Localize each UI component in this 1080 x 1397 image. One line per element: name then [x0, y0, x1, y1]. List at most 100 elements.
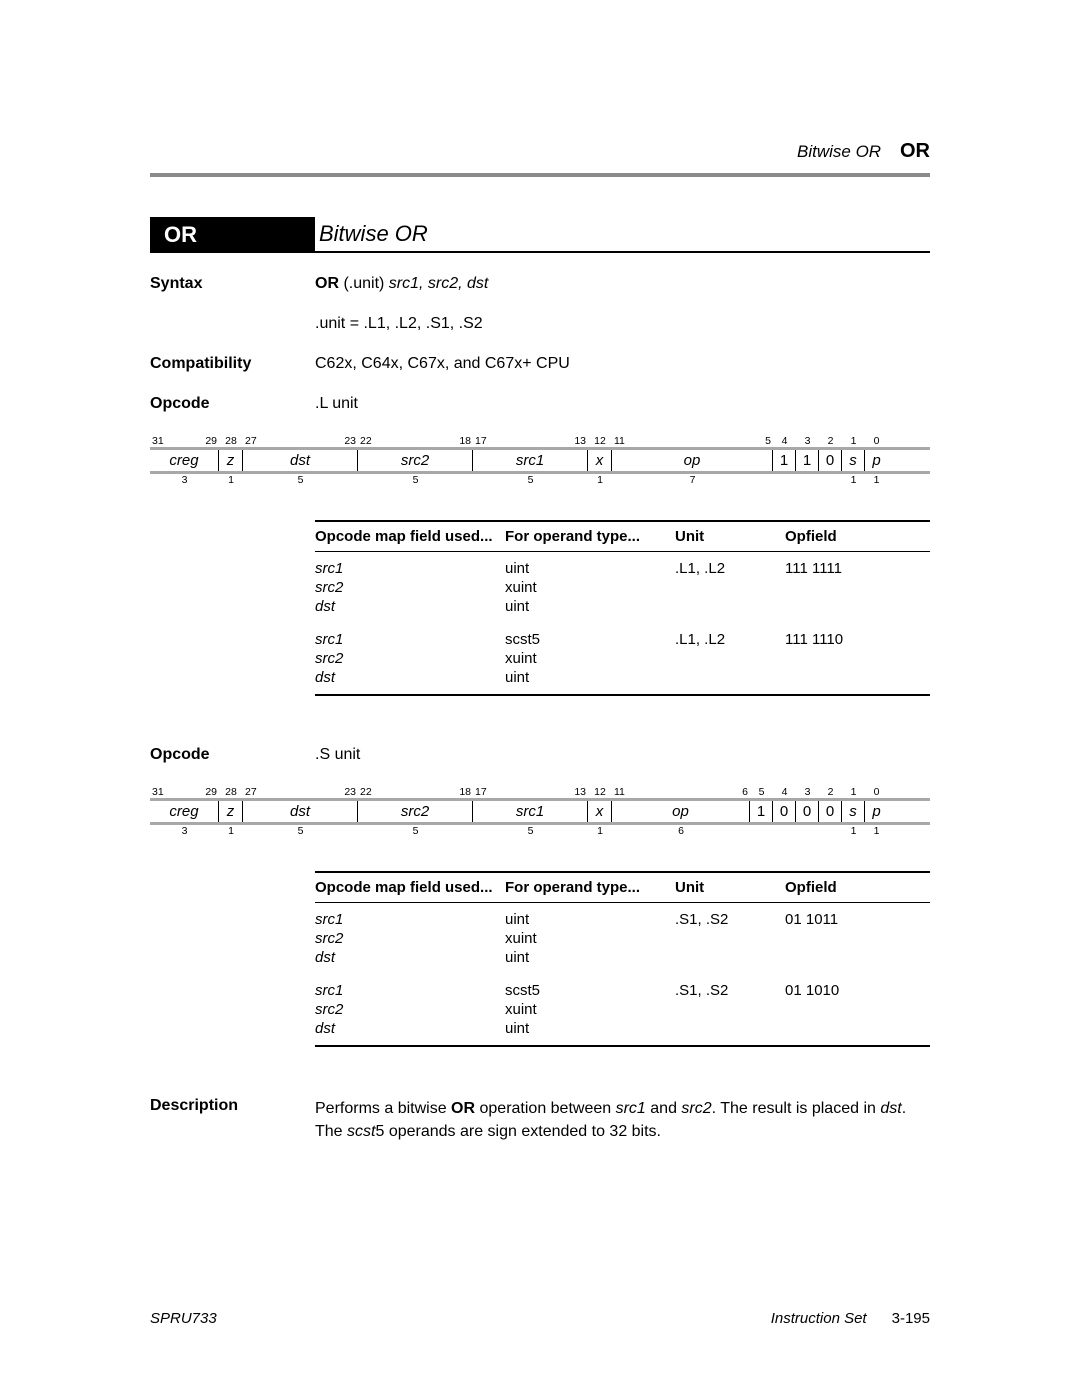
opmap-field: dst [315, 1020, 505, 1037]
bitfield-cell: dst [243, 450, 358, 471]
bit-number: 3 [796, 786, 819, 798]
opmap-group: src1src2dstscst5xuintuint.L1, .L2111 111… [315, 623, 930, 696]
opmap-type: uint [505, 911, 675, 928]
bitfield-width [819, 825, 842, 837]
syntax-rest: (.unit) [339, 275, 389, 292]
opmap-field: dst [315, 598, 505, 615]
bitfield-width: 5 [358, 474, 473, 486]
page: Bitwise OR OR OR Bitwise OR Syntax OR (.… [0, 0, 1080, 1397]
opmap-col-unit: .L1, .L2 [675, 560, 785, 615]
bit-number: 0 [865, 435, 888, 447]
opmap-type: xuint [505, 930, 675, 947]
bit-number: 4 [773, 435, 796, 447]
opmap-header-cell: For operand type... [505, 528, 675, 545]
bitfield-width [773, 825, 796, 837]
opmap-col-fields: src1 src2 dst [315, 631, 505, 686]
bit-number: 1713 [473, 786, 588, 798]
opmap-field: src1 [315, 982, 505, 999]
opcode-l-row: Opcode .L unit [150, 395, 930, 413]
syntax-args: src1, src2, dst [389, 275, 489, 292]
bitfield-cell: 1 [796, 450, 819, 471]
opmap-group: src1src2dstscst5xuintuint.S1, .S201 1010 [315, 974, 930, 1047]
description-label: Description [150, 1097, 315, 1143]
bit-number: 4 [773, 786, 796, 798]
bitfield-width [819, 474, 842, 486]
bitfield-cell: p [865, 450, 888, 471]
bit-number: 28 [219, 786, 243, 798]
opmap-col-fields: src1src2dst [315, 911, 505, 966]
opmap-header-cell: For operand type... [505, 879, 675, 896]
opmap-field: src1 [315, 631, 505, 648]
title-row: OR Bitwise OR [150, 217, 930, 253]
bit-number: 3129 [150, 435, 219, 447]
opmap-col-unit: .S1, .S2 [675, 911, 785, 966]
syntax-label: Syntax [150, 275, 315, 293]
opmap-col-types: scst5xuintuint [505, 982, 675, 1037]
opmap-field: src2 [315, 1001, 505, 1018]
opmap-col-unit: .L1, .L2 [675, 631, 785, 686]
opmap-header: Opcode map field used...For operand type… [315, 520, 930, 552]
bit-number: 2218 [358, 786, 473, 798]
bitfield-cell: z [219, 450, 243, 471]
bitfield-width: 5 [243, 825, 358, 837]
compatibility-value: C62x, C64x, C67x, and C67x+ CPU [315, 355, 930, 373]
opmap-col-types: uintxuintuint [505, 911, 675, 966]
bitfield-cell: src2 [358, 801, 473, 822]
footer-right: Instruction Set 3-195 [771, 1310, 930, 1327]
compatibility-label: Compatibility [150, 355, 315, 373]
bitfield-cell: creg [150, 450, 219, 471]
desc-t4: . The result is placed in [712, 1100, 881, 1117]
bitfield-width: 1 [588, 825, 612, 837]
opmap-type: uint [505, 1020, 675, 1037]
bitfield-width: 1 [588, 474, 612, 486]
bitfield-width: 1 [865, 825, 888, 837]
opmap-field: src2 [315, 650, 505, 667]
opmap-header-cell: Opcode map field used... [315, 528, 505, 545]
opmap-col-fields: src1 src2 dst [315, 982, 505, 1037]
opmap-type: uint [505, 598, 675, 615]
opmap-field: src1 [315, 911, 505, 928]
desc-t1: Performs a bitwise [315, 1100, 451, 1117]
opcode-s-unit: .S unit [315, 746, 930, 764]
opmap-header-cell: Unit [675, 879, 785, 896]
compatibility-row: Compatibility C62x, C64x, C67x, and C67x… [150, 355, 930, 373]
bitfield-width: 1 [219, 474, 243, 486]
opmap-type: uint [505, 560, 675, 577]
bitfield-width: 1 [865, 474, 888, 486]
desc-t6: 5 operands are sign extended to 32 bits. [375, 1123, 661, 1140]
running-header: Bitwise OR OR [150, 140, 930, 163]
opmap-type: scst5 [505, 982, 675, 999]
syntax-units: .unit = .L1, .L2, .S1, .S2 [315, 315, 930, 333]
bit-number: 5 [750, 786, 773, 798]
bitfield-cell: z [219, 801, 243, 822]
bitfield-cell: op [612, 450, 773, 471]
bit-number: 2723 [243, 435, 358, 447]
opmap-col-types: scst5xuintuint [505, 631, 675, 686]
bitfield-width: 7 [612, 474, 773, 486]
opmap-field: dst [315, 669, 505, 686]
bit-number: 0 [865, 786, 888, 798]
bitfield-fields: cregzdstsrc2src1xop1000sp [150, 798, 930, 825]
opcode-map-table-l: Opcode map field used...For operand type… [315, 520, 930, 696]
opmap-header: Opcode map field used...For operand type… [315, 871, 930, 903]
syntax-value: OR (.unit) src1, src2, dst [315, 275, 930, 293]
bit-number: 28 [219, 435, 243, 447]
bitfield-cell: 0 [773, 801, 796, 822]
bitfield-width: 5 [473, 825, 588, 837]
opmap-header-cell: Unit [675, 528, 785, 545]
opmap-col-opfield: 111 1111 [785, 560, 930, 615]
bitfield-cell: p [865, 801, 888, 822]
instruction-title: Bitwise OR [315, 221, 930, 253]
bitfield-diagram-l: 3129282723221817131211543210cregzdstsrc2… [150, 435, 930, 486]
description-text: Performs a bitwise OR operation between … [315, 1097, 930, 1143]
desc-bold: OR [451, 1100, 475, 1117]
footer-doc: SPRU733 [150, 1310, 217, 1327]
desc-arg1: src1 [616, 1100, 646, 1117]
bitfield-width: 3 [150, 474, 219, 486]
opmap-col-opfield: 01 1011 [785, 911, 930, 966]
opcode-s-row: Opcode .S unit [150, 746, 930, 764]
bitfield-width: 5 [243, 474, 358, 486]
opmap-field: src1 [315, 560, 505, 577]
bitfield-cell: s [842, 450, 865, 471]
bitfield-width: 6 [612, 825, 750, 837]
